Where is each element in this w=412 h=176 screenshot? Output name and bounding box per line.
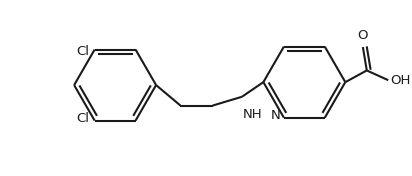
Text: OH: OH bbox=[390, 74, 411, 87]
Text: NH: NH bbox=[243, 108, 262, 121]
Text: Cl: Cl bbox=[77, 45, 90, 58]
Text: N: N bbox=[271, 109, 281, 122]
Text: O: O bbox=[358, 29, 368, 42]
Text: Cl: Cl bbox=[77, 112, 90, 125]
